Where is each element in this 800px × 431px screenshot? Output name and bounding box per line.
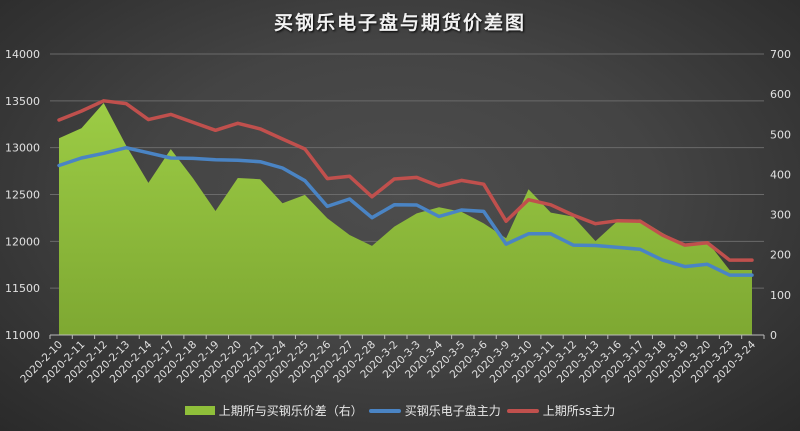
legend-label: 买钢乐电子盘主力 — [404, 404, 501, 418]
svg-text:13000: 13000 — [5, 142, 40, 155]
left-y-axis: 11000 11500 12000 12500 13000 13500 14000 — [5, 48, 40, 342]
spread-area-series — [59, 103, 752, 335]
line-swatch-icon — [368, 408, 401, 413]
x-axis: 2020-2-102020-2-112020-2-122020-2-132020… — [18, 334, 765, 386]
svg-text:300: 300 — [770, 209, 791, 222]
svg-text:11000: 11000 — [5, 329, 40, 342]
svg-text:200: 200 — [770, 249, 791, 262]
svg-text:11500: 11500 — [5, 282, 40, 295]
svg-text:100: 100 — [770, 289, 791, 302]
legend-label: 上期所与买钢乐价差（右） — [218, 404, 363, 418]
legend: 上期所与买钢乐价差（右） 买钢乐电子盘主力 上期所ss主力 — [0, 402, 800, 419]
svg-text:400: 400 — [770, 168, 791, 181]
svg-text:500: 500 — [770, 128, 791, 141]
svg-text:12500: 12500 — [5, 189, 40, 202]
legend-item-shfe[interactable]: 上期所ss主力 — [506, 402, 616, 419]
svg-text:600: 600 — [770, 88, 791, 101]
svg-text:14000: 14000 — [5, 48, 40, 61]
area-swatch-icon — [184, 406, 215, 415]
price-line-series — [57, 99, 754, 277]
right-y-axis: 0 100 200 300 400 500 600 700 — [770, 48, 791, 342]
chart-title: 买钢乐电子盘与期货价差图 — [273, 12, 526, 34]
legend-item-spread[interactable]: 上期所与买钢乐价差（右） — [184, 402, 363, 419]
legend-item-maigangle[interactable]: 买钢乐电子盘主力 — [368, 402, 501, 419]
svg-text:12000: 12000 — [5, 235, 40, 248]
line-swatch-icon — [506, 408, 539, 413]
svg-text:0: 0 — [770, 329, 777, 342]
svg-text:13500: 13500 — [5, 95, 40, 108]
svg-text:700: 700 — [770, 48, 791, 61]
legend-label: 上期所ss主力 — [542, 404, 616, 418]
